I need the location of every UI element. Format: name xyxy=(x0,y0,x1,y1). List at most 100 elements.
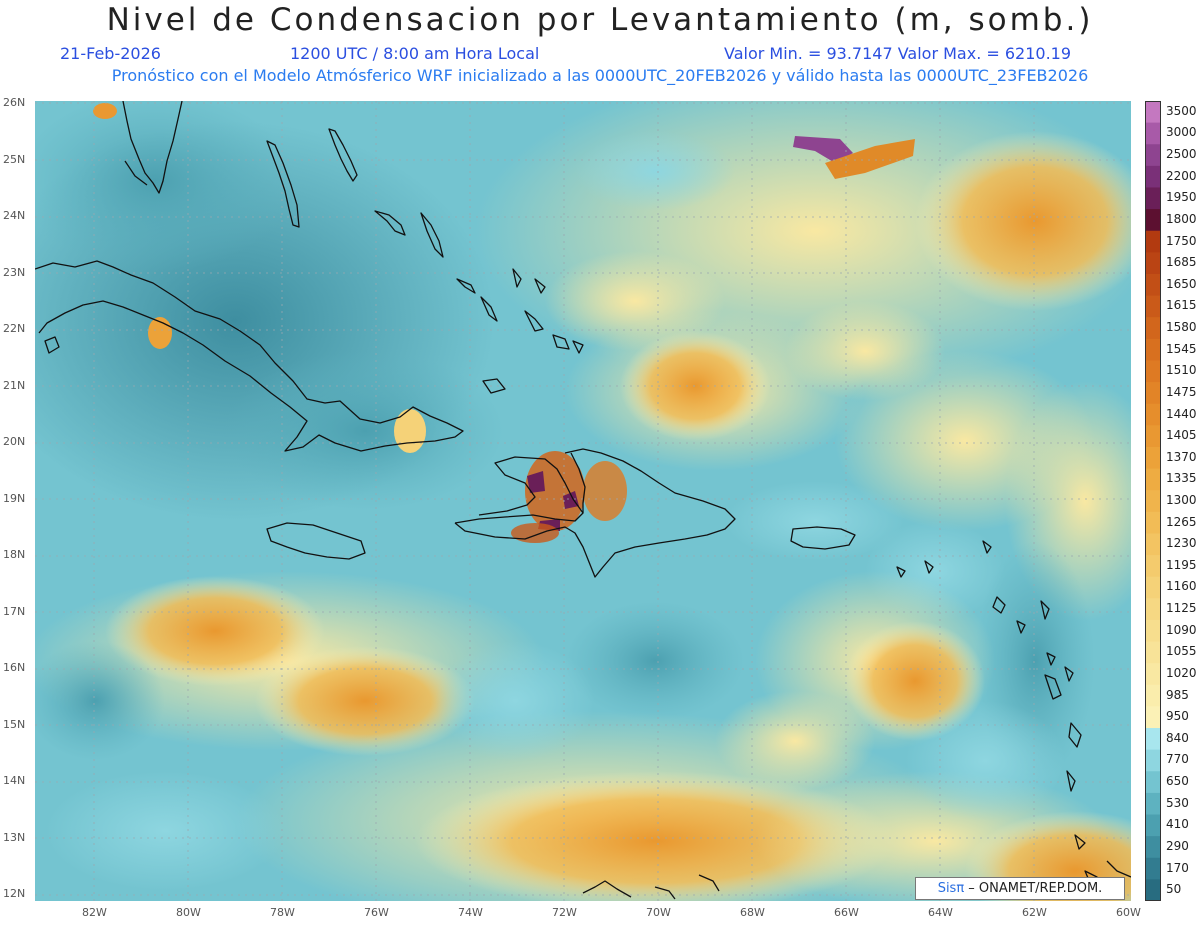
colorbar-label: 50 xyxy=(1166,882,1182,897)
colorbar-swatch xyxy=(1145,230,1161,253)
graticule xyxy=(35,101,1131,901)
lat-tick-26N: 26N xyxy=(3,96,26,109)
lon-tick-80W: 80W xyxy=(176,906,201,919)
colorbar-swatch xyxy=(1145,771,1161,794)
colorbar-swatch xyxy=(1145,706,1161,729)
lat-tick-21N: 21N xyxy=(3,378,26,392)
forecast-date: 21-Feb-2026 xyxy=(60,44,161,63)
colorbar-label: 2500 xyxy=(1166,147,1197,162)
colorbar-label: 1300 xyxy=(1166,493,1197,507)
colorbar-label: 1195 xyxy=(1166,557,1197,572)
colorbar-swatch xyxy=(1145,382,1161,405)
colorbar-label: 985 xyxy=(1166,687,1189,702)
credit-box: Sisπ – ONAMET/REP.DOM. xyxy=(915,877,1125,900)
lat-tick-18N: 18N xyxy=(3,548,26,561)
colorbar-swatch xyxy=(1145,144,1161,167)
colorbar-label: 3500 xyxy=(1166,103,1197,118)
colorbar-label: 1685 xyxy=(1166,255,1197,270)
colorbar-label: 950 xyxy=(1166,709,1189,724)
map-title: Nivel de Condensacion por Levantamiento … xyxy=(106,2,1094,38)
colorbar-label: 170 xyxy=(1166,860,1189,875)
colorbar-swatch xyxy=(1145,425,1161,448)
colorbar-label: 1950 xyxy=(1166,190,1197,205)
colorbar-swatch xyxy=(1145,338,1161,361)
coastlines xyxy=(35,101,1131,900)
colorbar-swatch xyxy=(1145,187,1161,210)
colorbar-label: 1615 xyxy=(1166,298,1197,313)
lat-tick-24N: 24N xyxy=(3,209,26,222)
colorbar-label: 410 xyxy=(1166,817,1189,832)
colorbar-swatch xyxy=(1145,857,1161,880)
lon-tick-60W: 60W xyxy=(1116,906,1141,919)
colorbar-swatch xyxy=(1145,165,1161,188)
colorbar-label: 1125 xyxy=(1166,601,1197,616)
colorbar-swatch xyxy=(1145,122,1161,145)
lon-tick-82W: 82W xyxy=(82,906,107,919)
colorbar-label: 770 xyxy=(1166,752,1189,767)
lon-tick-72W: 72W xyxy=(552,906,577,919)
colorbar-swatch xyxy=(1145,295,1161,318)
lat-tick-25N: 25N xyxy=(3,152,26,166)
colorbar-label: 290 xyxy=(1166,838,1189,853)
colorbar-label: 1090 xyxy=(1166,622,1197,637)
colorbar-label: 1580 xyxy=(1166,320,1197,335)
colorbar-label: 1230 xyxy=(1166,536,1197,551)
colorbar-border xyxy=(1145,101,1161,901)
lat-tick-22N: 22N xyxy=(3,322,26,335)
colorbar-label: 1055 xyxy=(1166,644,1197,659)
credit-text: – ONAMET/REP.DOM. xyxy=(964,881,1103,896)
colorbar-swatch xyxy=(1145,576,1161,599)
colorbar-swatch xyxy=(1145,317,1161,340)
colorbar-label: 530 xyxy=(1166,795,1189,810)
lon-tick-70W: 70W xyxy=(646,906,671,919)
colorbar-label: 1545 xyxy=(1166,341,1197,356)
colorbar-swatch xyxy=(1145,641,1161,664)
colorbar-label: 2200 xyxy=(1166,168,1197,183)
map-canvas xyxy=(35,101,1131,901)
colorbar-swatch xyxy=(1145,511,1161,534)
lat-tick-13N: 13N xyxy=(3,830,26,844)
colorbar-label: 1335 xyxy=(1166,471,1197,486)
lcl-map xyxy=(35,101,1131,901)
colorbar-label: 1405 xyxy=(1166,428,1197,443)
lat-tick-14N: 14N xyxy=(3,774,26,787)
lon-tick-64W: 64W xyxy=(928,906,953,919)
colorbar-label: 1475 xyxy=(1166,384,1197,399)
lat-tick-17N: 17N xyxy=(3,604,26,618)
lat-tick-12N: 12N xyxy=(3,887,26,900)
colorbar-swatch xyxy=(1145,252,1161,275)
model-description: Pronóstico con el Modelo Atmósferico WRF… xyxy=(111,66,1089,85)
colorbar-swatch xyxy=(1145,792,1161,816)
colorbar-swatch xyxy=(1145,814,1161,837)
colorbar-swatch xyxy=(1145,836,1161,859)
colorbar-label: 1265 xyxy=(1166,514,1197,529)
lat-tick-16N: 16N xyxy=(3,661,26,674)
colorbar-label: 1800 xyxy=(1166,211,1197,226)
colorbar-label: 1370 xyxy=(1166,449,1197,464)
colorbar-swatch xyxy=(1145,446,1161,470)
lon-tick-62W: 62W xyxy=(1022,906,1047,919)
colorbar-label: 1440 xyxy=(1166,406,1197,421)
lat-tick-23N: 23N xyxy=(3,265,26,279)
colorbar-swatch xyxy=(1145,598,1161,621)
colorbar-label: 1020 xyxy=(1166,665,1197,680)
lat-tick-19N: 19N xyxy=(3,491,26,505)
credit-brand: Sisπ xyxy=(937,881,965,896)
colorbar-swatch xyxy=(1145,619,1161,643)
colorbar-label: 1160 xyxy=(1166,579,1197,594)
colorbar-swatch xyxy=(1145,101,1161,124)
colorbar-swatch xyxy=(1145,749,1161,772)
colorbar-swatch xyxy=(1145,403,1161,426)
colorbar-swatch xyxy=(1145,663,1161,686)
lat-tick-15N: 15N xyxy=(3,717,26,731)
colorbar-swatch xyxy=(1145,555,1161,578)
colorbar-swatch xyxy=(1145,273,1161,297)
lon-tick-78W: 78W xyxy=(270,906,295,919)
lon-tick-68W: 68W xyxy=(740,906,765,919)
lon-tick-66W: 66W xyxy=(834,906,859,919)
colorbar-label: 1750 xyxy=(1166,233,1197,248)
colorbar xyxy=(1145,101,1161,901)
colorbar-swatch xyxy=(1145,490,1161,513)
colorbar-swatch xyxy=(1145,468,1161,491)
lat-tick-20N: 20N xyxy=(3,435,26,448)
